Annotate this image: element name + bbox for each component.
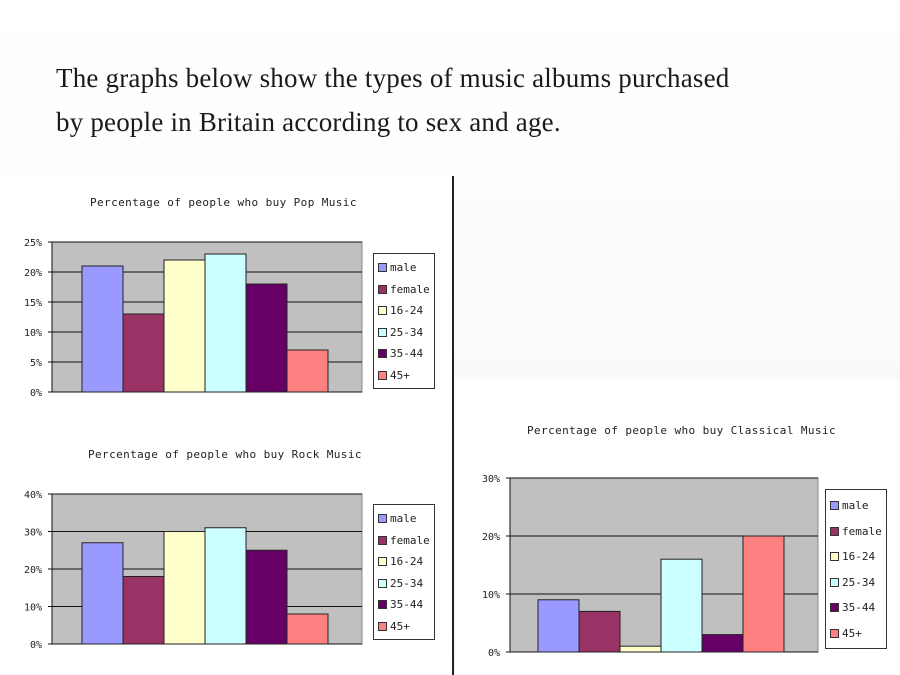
legend-swatch-25-34 [378,327,387,337]
legend-swatch-35-44 [830,603,839,613]
bar-45plus [742,535,785,653]
legend-item-male: male [830,493,882,519]
legend-item-35-44: 35-44 [378,594,430,616]
legend-swatch-female [378,535,387,545]
heading-line-1: The graphs below show the types of music… [56,63,730,93]
y-tick-label: 20% [482,532,500,543]
rock-chart-plot: 0% 10% 20% 30% 40% [24,490,363,651]
legend-swatch-25-34 [830,577,839,587]
classical-chart-title: Percentage of people who buy Classical M… [527,424,836,437]
legend-item-female: female [830,519,882,545]
legend-item-25-34: 25-34 [378,322,430,344]
bar-45plus [286,349,329,393]
y-tick-label: 30% [24,528,42,539]
bar-35-44 [245,549,288,645]
y-tick-label: 30% [482,474,500,485]
heading-line-2: by people in Britain according to sex an… [56,107,561,137]
bar-male [537,599,580,653]
legend-item-45plus: 45+ [378,365,430,387]
legend-item-45plus: 45+ [830,621,882,647]
y-tick-label: 5% [30,358,42,369]
legend-swatch-16-24 [378,306,387,316]
bar-45plus [286,613,329,645]
y-tick-label: 10% [24,328,42,339]
pop-chart-plot: 0% 5% 10% 15% 20% 25% [24,238,363,399]
legend-swatch-25-34 [378,578,387,588]
legend-item-25-34: 25-34 [378,573,430,595]
bar-35-44 [701,634,744,653]
legend-swatch-35-44 [378,600,387,610]
bar-female [578,610,621,653]
bar-16-24 [163,259,206,393]
legend-item-male: male [378,257,430,279]
classical-chart-plot: 0% 10% 20% 30% [482,474,819,659]
bar-male [81,542,124,645]
y-tick-label: 10% [482,590,500,601]
legend-swatch-female [830,526,839,536]
legend-swatch-35-44 [378,349,387,359]
legend-item-16-24: 16-24 [378,300,430,322]
legend-item-45plus: 45+ [378,616,430,638]
bar-16-24 [619,645,662,653]
bar-female [122,313,165,393]
legend-swatch-16-24 [378,557,387,567]
vertical-divider [452,176,454,675]
bar-25-34 [660,558,703,653]
legend-item-female: female [378,279,430,301]
legend-item-female: female [378,530,430,552]
legend-item-male: male [378,508,430,530]
heading: The graphs below show the types of music… [56,56,876,144]
legend-swatch-16-24 [830,552,839,562]
legend-item-16-24: 16-24 [830,544,882,570]
bar-16-24 [163,531,206,645]
legend-swatch-45plus [378,370,387,380]
bar-male [81,265,124,393]
y-tick-label: 0% [30,640,42,651]
pop-chart-legend: male female 16-24 25-34 35-44 45+ [373,253,435,389]
y-tick-label: 25% [24,238,42,249]
legend-swatch-male [378,514,387,524]
y-tick-label: 20% [24,268,42,279]
legend-swatch-male [378,263,387,273]
legend-item-16-24: 16-24 [378,551,430,573]
y-tick-label: 10% [24,603,42,614]
y-tick-label: 0% [30,388,42,399]
bar-25-34 [204,253,247,393]
legend-swatch-female [378,284,387,294]
legend-item-35-44: 35-44 [378,343,430,365]
legend-swatch-45plus [378,621,387,631]
bar-female [122,576,165,645]
rock-chart-legend: male female 16-24 25-34 35-44 45+ [373,504,435,640]
classical-chart-legend: male female 16-24 25-34 35-44 45+ [825,489,887,649]
legend-item-35-44: 35-44 [830,595,882,621]
bar-35-44 [245,283,288,393]
legend-item-25-34: 25-34 [830,570,882,596]
bar-25-34 [204,527,247,645]
y-tick-label: 40% [24,490,42,501]
y-tick-label: 15% [24,298,42,309]
y-tick-label: 0% [488,648,500,659]
y-tick-label: 20% [24,565,42,576]
rock-chart-title: Percentage of people who buy Rock Music [88,448,362,461]
legend-swatch-male [830,501,839,511]
pop-chart-title: Percentage of people who buy Pop Music [90,196,357,209]
legend-swatch-45plus [830,628,839,638]
